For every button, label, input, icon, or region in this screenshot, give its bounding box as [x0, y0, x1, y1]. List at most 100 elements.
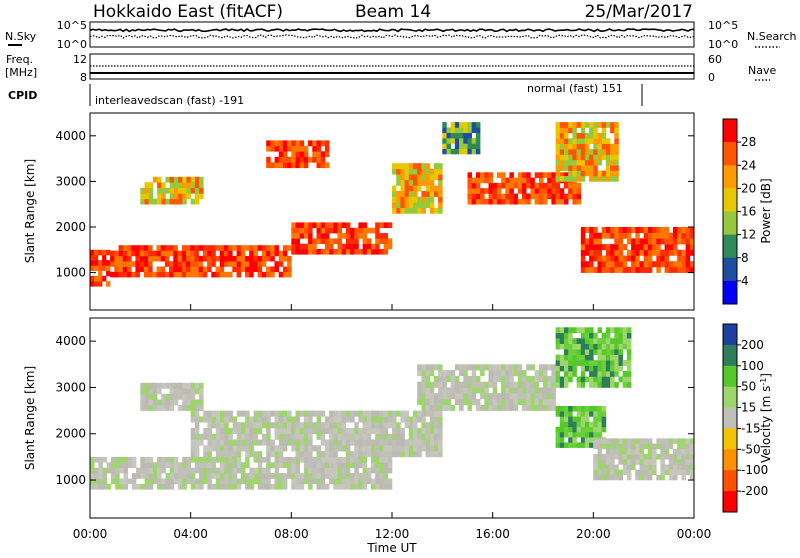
- velocity-cell: [102, 478, 108, 485]
- velocity-cell: [601, 382, 607, 388]
- velocity-cell: [480, 364, 485, 371]
- velocity-cell: [597, 438, 602, 444]
- power-cell: [568, 127, 573, 134]
- power-cell: [413, 185, 418, 192]
- velocity-cell: [580, 365, 586, 372]
- power-cell: [169, 250, 174, 257]
- velocity-cell: [522, 387, 527, 394]
- velocity-cell: [341, 473, 347, 479]
- power-cell: [178, 193, 183, 200]
- power-cell: [421, 191, 426, 197]
- velocity-cell: [295, 478, 300, 485]
- velocity-cell: [282, 416, 288, 423]
- power-cell: [299, 222, 305, 228]
- velocity-cell: [572, 437, 577, 443]
- velocity-cell: [303, 416, 309, 423]
- velocity-cell: [417, 445, 422, 452]
- power-cell: [488, 172, 493, 178]
- power-cell: [291, 151, 296, 158]
- velocity-cell: [211, 462, 217, 468]
- velocity-cell: [173, 462, 179, 468]
- power-cell: [114, 261, 119, 267]
- power-cell: [559, 122, 565, 128]
- velocity-cell: [605, 327, 611, 334]
- power-cell: [186, 250, 191, 257]
- velocity-cell: [173, 467, 179, 474]
- velocity-cell: [421, 439, 426, 446]
- power-cell: [186, 261, 191, 267]
- velocity-cell: [404, 422, 410, 429]
- velocity-cell: [144, 483, 149, 490]
- power-cell: [509, 198, 514, 205]
- x-axis-title: Time UT: [366, 541, 417, 554]
- velocity-cell: [614, 365, 619, 372]
- velocity-cell: [333, 428, 338, 435]
- power-cell: [198, 261, 204, 267]
- velocity-cell: [593, 416, 598, 422]
- velocity-cell: [530, 404, 535, 411]
- power-cell: [488, 182, 493, 189]
- power-cell: [303, 243, 309, 250]
- velocity-cell: [605, 349, 611, 355]
- velocity-cell: [241, 428, 246, 435]
- power-ytick-label: 2000: [55, 220, 86, 234]
- power-cell: [161, 182, 166, 189]
- velocity-cell: [610, 474, 615, 481]
- velocity-cell: [643, 438, 649, 444]
- velocity-cell: [501, 364, 506, 371]
- velocity-cell: [316, 456, 321, 463]
- power-cell: [438, 168, 443, 175]
- power-cell: [421, 168, 426, 175]
- velocity-cell: [417, 428, 422, 435]
- power-cell: [593, 238, 598, 245]
- velocity-cell: [106, 483, 112, 490]
- velocity-cell: [341, 462, 347, 468]
- velocity-cell: [584, 343, 590, 350]
- power-cell: [480, 193, 485, 200]
- velocity-cell: [639, 454, 644, 460]
- velocity-cell: [282, 422, 288, 429]
- velocity-cell: [220, 456, 225, 463]
- power-cell: [442, 143, 447, 149]
- velocity-cell: [534, 404, 540, 411]
- power-cell: [366, 238, 372, 244]
- power-cell: [589, 232, 594, 239]
- power-y-axis-title: Slant Range [km]: [23, 159, 37, 263]
- velocity-band-5: [140, 382, 204, 411]
- velocity-cell: [438, 399, 443, 406]
- velocity-cell: [475, 375, 481, 382]
- velocity-cell: [622, 459, 628, 465]
- velocity-colorbar-title: Velocity [m s-1]: [759, 373, 773, 463]
- power-cell: [177, 255, 183, 262]
- velocity-cell: [584, 365, 590, 372]
- velocity-cell: [199, 382, 204, 389]
- velocity-cell: [249, 483, 254, 490]
- velocity-cell: [668, 459, 674, 465]
- power-cell: [564, 172, 569, 178]
- velocity-cell: [215, 416, 221, 423]
- velocity-cell: [572, 349, 577, 355]
- velocity-cell: [429, 399, 435, 406]
- power-cell: [144, 198, 149, 205]
- power-cell: [559, 172, 565, 178]
- power-cell: [266, 145, 271, 152]
- velocity-cell: [282, 433, 288, 440]
- velocity-cell: [404, 410, 410, 417]
- power-cell: [551, 182, 556, 189]
- velocity-cell: [526, 399, 531, 406]
- velocity-cell: [584, 411, 590, 417]
- velocity-cell: [262, 439, 267, 446]
- velocity-cell: [337, 428, 342, 435]
- power-cell: [463, 132, 468, 139]
- power-data-layer: [90, 122, 695, 287]
- power-cell: [181, 261, 187, 267]
- velocity-cell: [232, 439, 238, 446]
- velocity-cell: [148, 483, 154, 490]
- velocity-cell: [148, 473, 154, 479]
- velocity-cell: [626, 443, 632, 450]
- velocity-colorbar-swatch: [723, 470, 737, 492]
- velocity-cell: [626, 459, 632, 465]
- velocity-cell: [295, 473, 300, 479]
- velocity-cell: [119, 456, 124, 463]
- velocity-cell: [341, 456, 347, 463]
